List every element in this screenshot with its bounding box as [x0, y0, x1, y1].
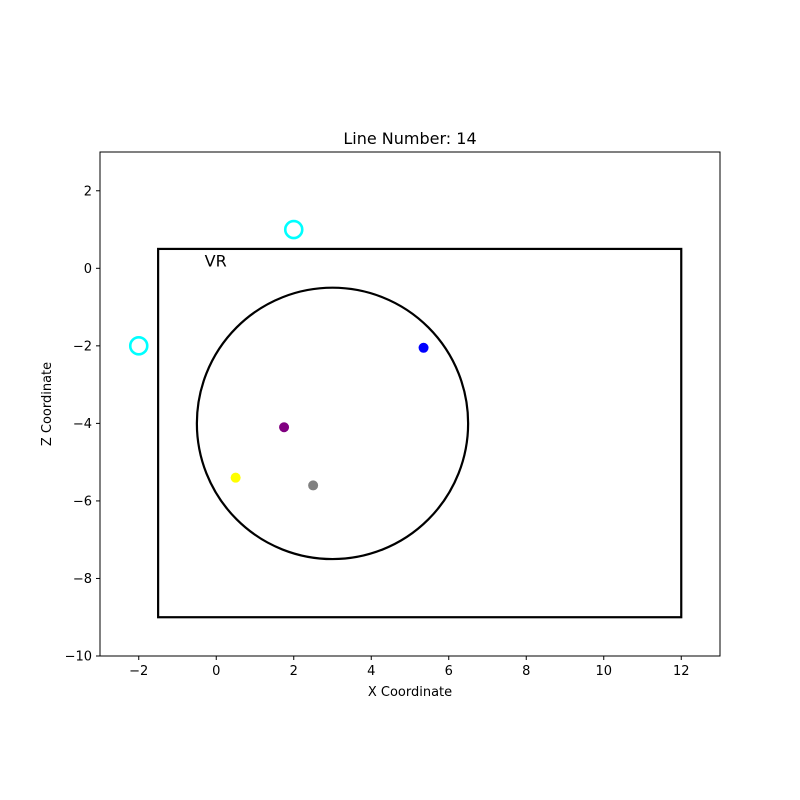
plot-frame	[99, 151, 721, 657]
hollow-marker-4	[283, 219, 304, 240]
plot-area	[100, 152, 720, 656]
y-tick-label: 0	[84, 262, 92, 277]
y-tick-label: −10	[65, 650, 92, 665]
y-axis-label: Z Coordinate	[40, 362, 55, 446]
annotation-label-0: VR	[205, 251, 227, 270]
point-marker-1	[279, 422, 290, 433]
x-tick-label: 4	[367, 664, 375, 679]
annotations-layer: VR	[205, 251, 227, 270]
x-tick-label: 6	[445, 664, 453, 679]
chart-title: Line Number: 14	[343, 129, 476, 148]
x-tick-label: 0	[212, 664, 220, 679]
x-axis-ticks: −2 0 2 4 6 8 10 12	[129, 656, 690, 679]
point-marker-0	[418, 342, 429, 353]
region-circle	[195, 286, 470, 561]
x-tick-label: 2	[290, 664, 298, 679]
x-tick-label: 8	[522, 664, 530, 679]
x-tick-label: 10	[595, 664, 612, 679]
y-tick-label: −8	[73, 572, 92, 587]
y-axis-ticks: −10 −8 −6 −4 −2 0 2	[65, 184, 100, 665]
points-layer	[128, 219, 429, 491]
x-tick-label: 12	[673, 664, 690, 679]
hollow-marker-5	[128, 336, 149, 356]
y-tick-label: 2	[84, 184, 92, 199]
y-tick-label: −6	[73, 494, 92, 509]
point-marker-3	[308, 480, 319, 491]
y-tick-label: −4	[73, 417, 92, 432]
y-tick-label: −2	[73, 339, 92, 354]
point-marker-2	[230, 472, 241, 483]
shapes-layer	[157, 247, 683, 619]
region-rectangle	[157, 247, 683, 619]
x-tick-label: −2	[129, 664, 148, 679]
x-axis-label: X Coordinate	[368, 685, 452, 700]
